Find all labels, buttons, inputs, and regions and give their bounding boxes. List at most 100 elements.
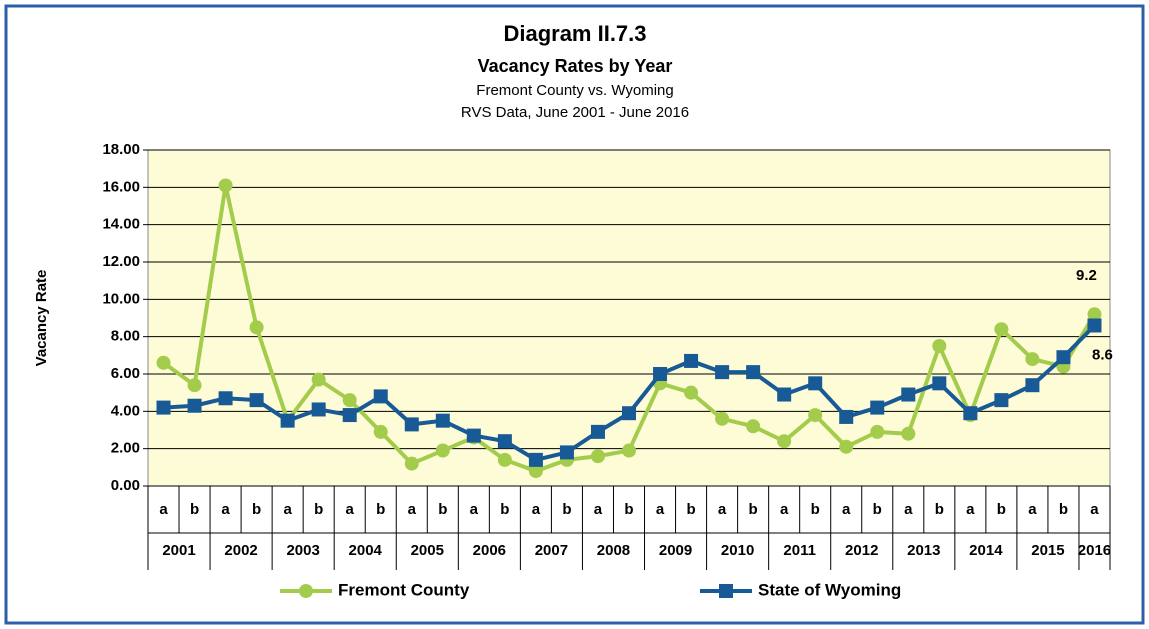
point (156, 355, 171, 370)
point (590, 424, 605, 439)
x-tick-label: a (408, 501, 417, 518)
chart-subtitle: Vacancy Rates by Year (478, 56, 673, 76)
x-tick-label: a (718, 501, 727, 518)
x-group-label: 2001 (162, 542, 195, 559)
x-tick-label: b (562, 501, 571, 518)
point (622, 443, 636, 458)
chart-subtitle: Fremont County vs. Wyoming (476, 82, 673, 99)
point (187, 398, 202, 413)
point (1025, 352, 1040, 367)
x-group-label: 2012 (845, 542, 878, 559)
point (249, 320, 264, 335)
point (280, 413, 295, 428)
x-group-label: 2004 (349, 542, 383, 559)
x-tick-label: b (252, 501, 261, 518)
point (839, 439, 854, 454)
x-group-label: 2008 (597, 542, 630, 559)
y-tick-label: 12.00 (102, 253, 140, 270)
point (963, 406, 978, 421)
point (994, 322, 1009, 337)
point (746, 365, 761, 380)
x-group-label: 2014 (969, 542, 1003, 559)
point (715, 411, 730, 426)
x-tick-label: b (686, 501, 695, 518)
x-group-label: 2015 (1031, 542, 1064, 559)
x-tick-label: b (500, 501, 509, 518)
x-tick-label: b (749, 501, 758, 518)
point (684, 353, 699, 368)
x-tick-label: b (935, 501, 944, 518)
point (777, 434, 792, 449)
y-tick-label: 14.00 (102, 216, 140, 233)
x-tick-label: a (780, 501, 789, 518)
x-tick-label: a (159, 501, 168, 518)
x-tick-label: b (997, 501, 1006, 518)
x-tick-label: a (904, 501, 913, 518)
point (839, 409, 854, 424)
point (497, 452, 512, 467)
point (435, 443, 450, 458)
y-tick-label: 0.00 (111, 477, 140, 494)
point (870, 400, 885, 415)
point (218, 178, 233, 193)
point (311, 372, 326, 387)
point (870, 424, 885, 439)
x-tick-label: a (283, 501, 292, 518)
y-tick-label: 18.00 (102, 141, 140, 158)
y-tick-label: 6.00 (111, 365, 140, 382)
point (404, 456, 419, 471)
plot-area (147, 149, 1111, 487)
point (435, 413, 450, 428)
x-tick-label: b (1059, 501, 1068, 518)
point (311, 402, 326, 417)
x-group-label: 2010 (721, 542, 754, 559)
point (1087, 307, 1102, 322)
point (466, 428, 481, 443)
x-group-label: 2016 (1078, 542, 1111, 559)
point (653, 367, 668, 381)
x-tick-label: a (842, 501, 851, 518)
point (901, 387, 916, 402)
x-group-label: 2002 (224, 542, 257, 559)
point (187, 378, 202, 393)
point (342, 393, 357, 408)
y-axis-label: Vacancy Rate (33, 270, 50, 367)
x-tick-label: a (532, 501, 541, 518)
x-tick-label: a (656, 501, 665, 518)
point (932, 339, 947, 353)
x-tick-label: b (438, 501, 447, 518)
data-label: 8.6 (1092, 346, 1113, 363)
point (590, 449, 605, 464)
chart-title: Diagram II.7.3 (503, 21, 646, 46)
legend-label: Fremont County (338, 580, 470, 599)
point (156, 400, 171, 415)
legend-label: State of Wyoming (758, 580, 901, 599)
x-tick-label: a (966, 501, 975, 518)
point (994, 393, 1009, 408)
data-label: 9.2 (1076, 267, 1097, 284)
point (1056, 350, 1071, 365)
point (404, 417, 419, 432)
x-group-label: 2006 (473, 542, 506, 559)
point (622, 406, 636, 421)
x-tick-label: a (346, 501, 355, 518)
x-tick-label: b (624, 501, 633, 518)
x-tick-label: a (470, 501, 479, 518)
point (746, 419, 761, 434)
y-tick-label: 8.00 (111, 328, 140, 345)
point (249, 393, 264, 408)
y-tick-label: 2.00 (111, 440, 140, 457)
point (808, 376, 823, 391)
point (528, 464, 543, 479)
point (559, 445, 574, 460)
point (373, 424, 388, 439)
chart-subtitle: RVS Data, June 2001 - June 2016 (461, 104, 689, 121)
point (1025, 378, 1040, 393)
x-group-label: 2013 (907, 542, 940, 559)
legend-marker (719, 584, 733, 598)
x-group-label: 2009 (659, 542, 692, 559)
point (684, 385, 699, 400)
point (777, 387, 792, 402)
point (528, 452, 543, 467)
